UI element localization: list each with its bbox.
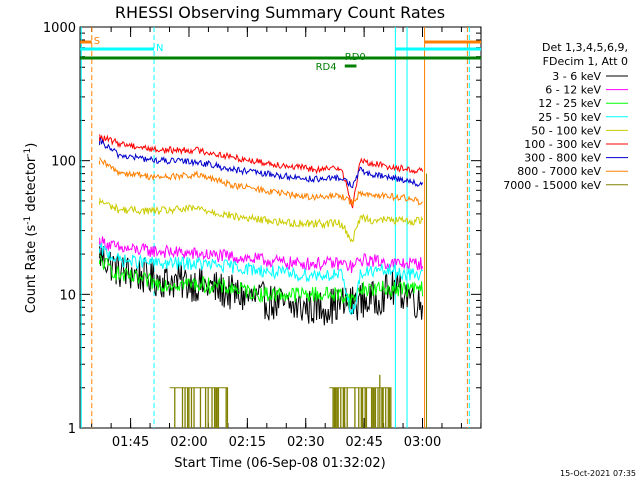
legend-header-line-1: Det 1,3,4,5,6,9, <box>542 41 628 54</box>
legend-label-6: 300 - 800 keV <box>524 152 601 165</box>
flag-label-n: N <box>156 43 163 54</box>
legend-label-8: 7000 - 15000 keV <box>503 179 601 192</box>
series-line-3to6keV <box>99 246 424 326</box>
legend-label-1: 6 - 12 keV <box>545 84 601 97</box>
x-axis-label: Start Time (06-Sep-08 01:32:02) <box>174 456 385 471</box>
y-axis-label-sup2: -1 <box>23 148 33 157</box>
flags-layer: S N RD0 RD4 <box>80 27 481 428</box>
y-tick-label: 1 <box>68 422 76 437</box>
series-line-100to300keV <box>99 134 424 209</box>
legend-label-0: 3 - 6 keV <box>552 70 601 83</box>
chart-title: RHESSI Observing Summary Count Rates <box>115 3 445 22</box>
legend-label-2: 12 - 25 keV <box>538 97 601 110</box>
x-tick-label: 03:00 <box>404 435 441 450</box>
series-line-6to12keV <box>99 236 424 273</box>
x-tick-label: 02:45 <box>345 435 382 450</box>
series-layer <box>99 134 428 428</box>
y-axis-label-sup1: -1 <box>23 216 33 225</box>
flag-label-rd0: RD0 <box>345 52 366 63</box>
series-line-50to100keV <box>99 197 424 243</box>
flag-label-rd4: RD4 <box>316 62 337 73</box>
x-tick-label: 02:00 <box>170 435 207 450</box>
y-axis-label-main: Count Rate (s <box>24 225 39 314</box>
legend-header-line-2: FDecim 1, Att 0 <box>543 55 628 68</box>
flag-label-s: S <box>94 36 100 47</box>
y-axis-label: Count Rate (s-1 detector-1) <box>23 143 39 314</box>
legend-label-7: 800 - 7000 keV <box>517 165 601 178</box>
legend-label-3: 25 - 50 keV <box>538 111 601 124</box>
axes-layer: 1 10 100 1000 01:45 02:00 02:15 02:30 02:45 03:00 <box>43 21 482 450</box>
y-tick-label: 100 <box>51 155 76 170</box>
series-line-25to50keV <box>99 242 423 315</box>
plot-frame <box>79 26 482 429</box>
x-tick-label: 02:15 <box>229 435 266 450</box>
x-tick-label: 02:30 <box>287 435 324 450</box>
series-line-800to7000keV <box>99 157 423 207</box>
series-line-300to800keV <box>99 137 424 189</box>
y-tick-label: 1000 <box>43 21 76 36</box>
y-axis-label-mid: detector <box>24 156 39 216</box>
legend-label-4: 50 - 100 keV <box>531 124 601 137</box>
y-tick-label: 10 <box>59 288 76 303</box>
x-tick-label: 01:45 <box>112 435 149 450</box>
y-axis-label-end: ) <box>24 143 39 148</box>
series-line-12to25keV <box>99 255 424 308</box>
timestamp: 15-Oct-2021 07:35 <box>560 469 636 478</box>
legend-label-5: 100 - 300 keV <box>524 138 601 151</box>
